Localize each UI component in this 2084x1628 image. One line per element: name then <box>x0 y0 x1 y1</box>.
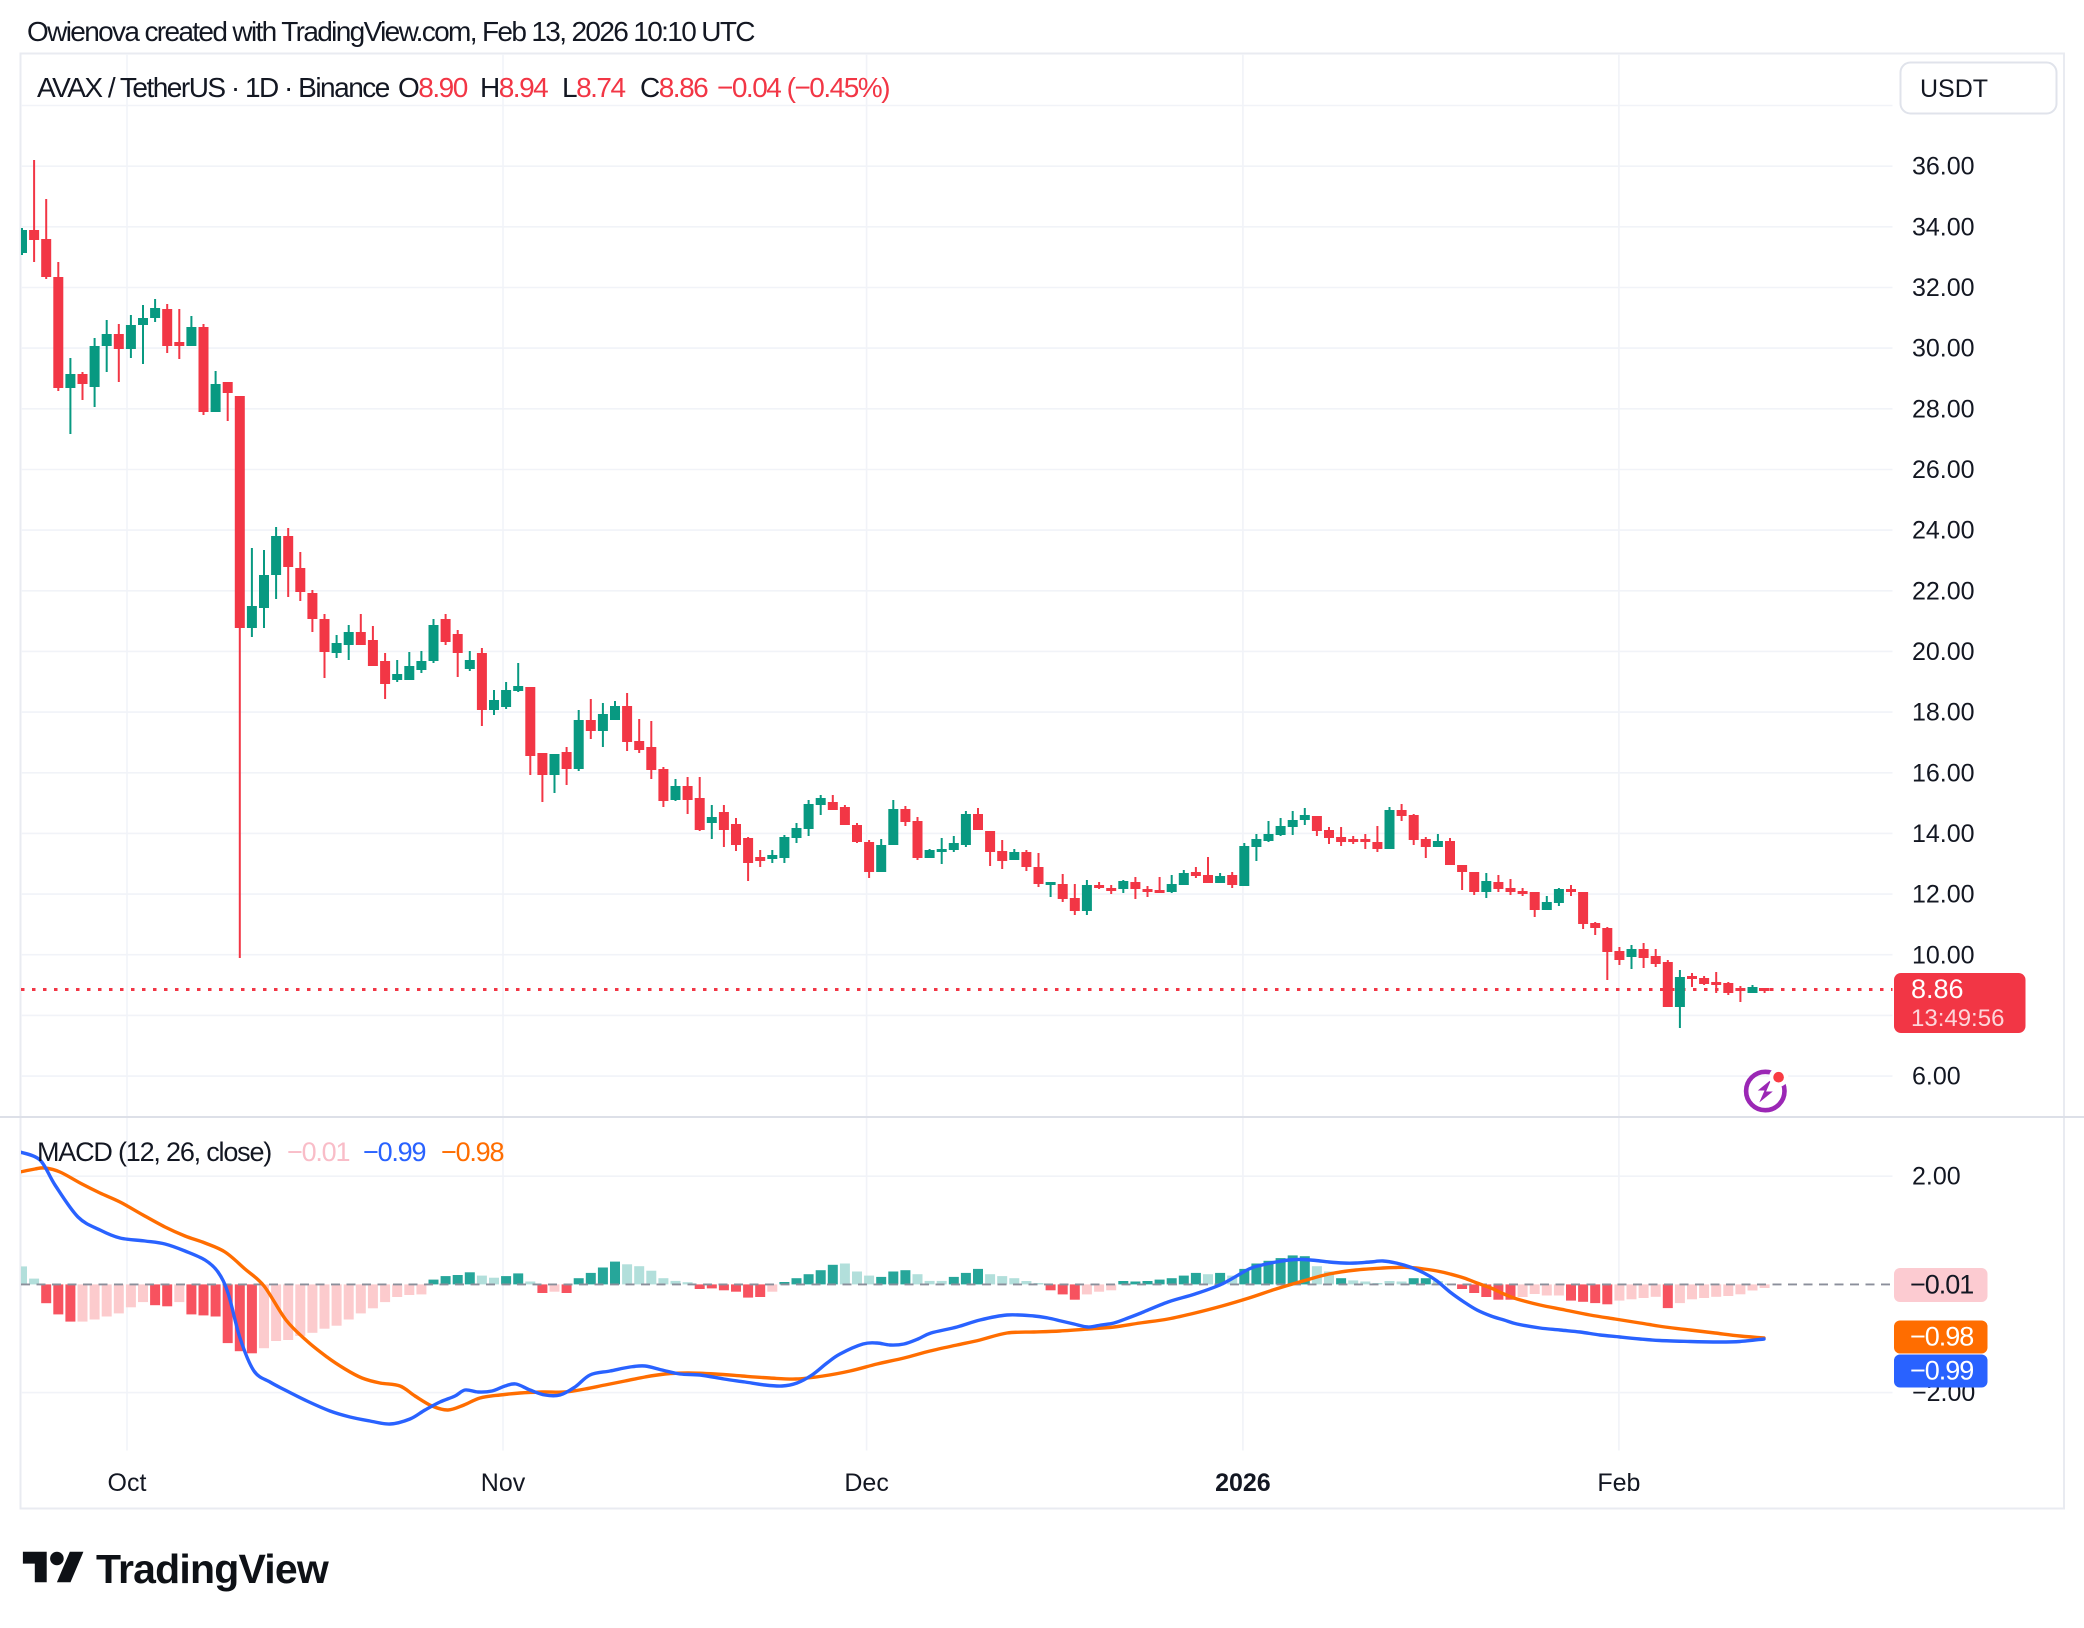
svg-text:14.00: 14.00 <box>1912 820 1975 848</box>
svg-text:AVAX / TetherUS · 1D · Binance: AVAX / TetherUS · 1D · Binance O8.90 H8.94… <box>37 72 889 103</box>
svg-text:8.86: 8.86 <box>1911 974 1964 1004</box>
svg-text:26.00: 26.00 <box>1912 456 1975 484</box>
svg-text:22.00: 22.00 <box>1912 577 1975 605</box>
svg-text:20.00: 20.00 <box>1912 638 1975 666</box>
svg-text:−0.01: −0.01 <box>1910 1270 1973 1300</box>
svg-text:2026: 2026 <box>1215 1469 1271 1497</box>
svg-text:Nov: Nov <box>481 1469 526 1497</box>
svg-text:Dec: Dec <box>844 1469 888 1497</box>
svg-text:Oct: Oct <box>108 1469 147 1497</box>
svg-text:12.00: 12.00 <box>1912 881 1975 909</box>
svg-text:32.00: 32.00 <box>1912 274 1975 302</box>
svg-text:USDT: USDT <box>1920 75 1988 103</box>
svg-text:28.00: 28.00 <box>1912 395 1975 423</box>
svg-text:Feb: Feb <box>1597 1469 1640 1497</box>
svg-text:18.00: 18.00 <box>1912 699 1975 727</box>
svg-text:Owienova created with TradingV: Owienova created with TradingView.com, F… <box>27 16 755 47</box>
svg-text:2.00: 2.00 <box>1912 1163 1961 1191</box>
svg-text:16.00: 16.00 <box>1912 759 1975 787</box>
svg-text:6.00: 6.00 <box>1912 1063 1961 1091</box>
svg-text:36.00: 36.00 <box>1912 153 1975 181</box>
svg-text:13:49:56: 13:49:56 <box>1911 1005 2004 1032</box>
svg-text:TradingView: TradingView <box>96 1546 329 1592</box>
svg-text:−0.98: −0.98 <box>1910 1322 1973 1352</box>
svg-text:10.00: 10.00 <box>1912 941 1975 969</box>
svg-text:24.00: 24.00 <box>1912 517 1975 545</box>
svg-text:MACD (12, 26, close)−0.01−0.99: MACD (12, 26, close) −0.01 −0.99 −0.98 <box>37 1137 504 1167</box>
svg-text:30.00: 30.00 <box>1912 335 1975 363</box>
svg-text:34.00: 34.00 <box>1912 213 1975 241</box>
svg-text:−0.99: −0.99 <box>1910 1356 1973 1386</box>
